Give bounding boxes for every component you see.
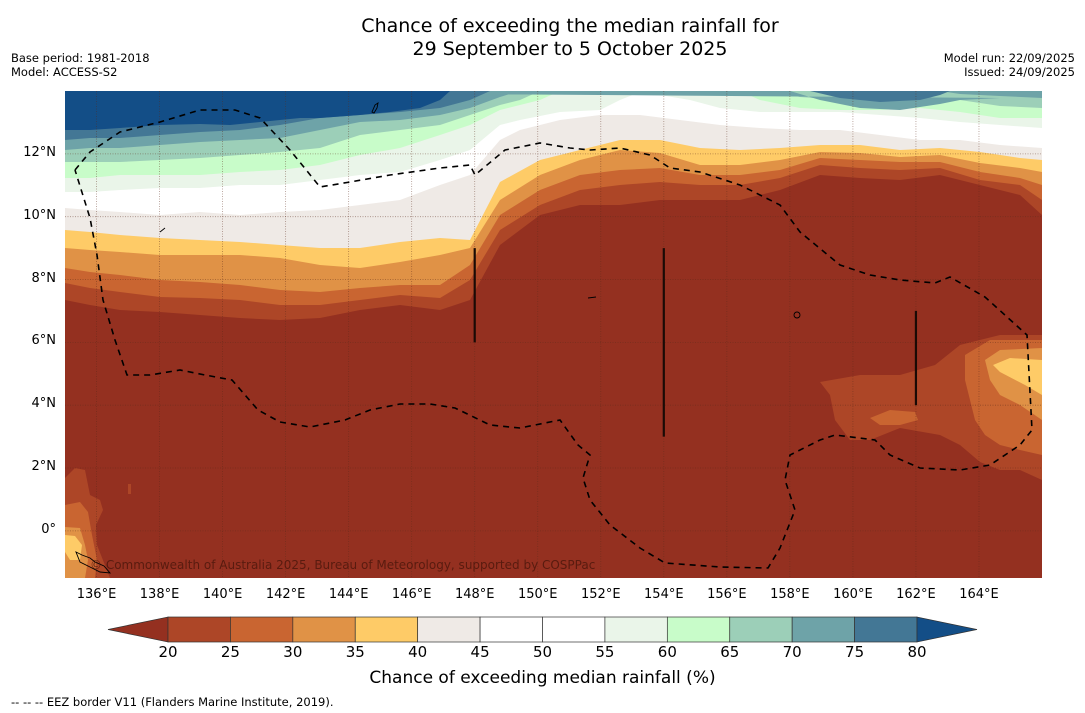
colorbar-bin xyxy=(292,616,356,643)
island-small-1 xyxy=(159,227,166,233)
eez-vertical-markers xyxy=(473,248,918,437)
graticule xyxy=(65,91,1042,578)
eez-borders xyxy=(74,109,1033,569)
title-line-2: 29 September to 5 October 2025 xyxy=(412,38,728,60)
x-tick-label: 162°E xyxy=(896,587,936,602)
colorbar-tick-label: 80 xyxy=(907,643,927,661)
colorbar-extend-high xyxy=(916,616,978,643)
island-guam xyxy=(371,102,379,114)
x-tick-label: 160°E xyxy=(833,587,873,602)
meta-left: Base period: 1981-2018 Model: ACCESS-S2 xyxy=(11,51,150,79)
colorbar-tick-label: 25 xyxy=(220,643,240,661)
colorbar-tick-label: 65 xyxy=(720,643,740,661)
colorbar-tick-label: 35 xyxy=(345,643,365,661)
colorbar-tick-label: 70 xyxy=(782,643,802,661)
x-tick-label: 152°E xyxy=(581,587,621,602)
x-tick-label: 144°E xyxy=(328,587,369,602)
contour-sw-35-40 xyxy=(65,535,82,560)
colorbar-bin xyxy=(417,616,481,643)
base-period: Base period: 1981-2018 xyxy=(11,51,150,65)
colorbar-bin xyxy=(167,616,231,643)
colorbar-tick-label: 40 xyxy=(408,643,428,661)
x-tick-label: 150°E xyxy=(517,587,558,602)
colorbar-tick-label: 50 xyxy=(532,643,553,661)
colorbar-bin xyxy=(791,616,855,643)
y-tick-label: 4°N xyxy=(31,396,57,412)
colorbar-tick-label: 20 xyxy=(158,643,178,661)
issued-date: Issued: 24/09/2025 xyxy=(964,65,1075,79)
eez-legend-note: -- -- -- EEZ border V11 (Flanders Marine… xyxy=(11,695,334,709)
colorbar-bin xyxy=(604,616,668,643)
colorbar-tick-label: 75 xyxy=(845,643,865,661)
model-run: Model run: 22/09/2025 xyxy=(943,51,1075,65)
x-tick-label: 140°E xyxy=(202,587,243,602)
y-tick-label: 10°N xyxy=(23,207,56,223)
chart-title: Chance of exceeding the median rainfall … xyxy=(0,15,1085,61)
colorbar-bin xyxy=(479,616,543,643)
model-name: Model: ACCESS-S2 xyxy=(11,65,118,79)
y-tick-label: 8°N xyxy=(31,270,57,286)
contour-east-35-40 xyxy=(993,358,1042,395)
colorbar-tick-label: 60 xyxy=(657,643,677,661)
x-tick-label: 142°E xyxy=(265,587,306,602)
island-atoll xyxy=(793,311,801,319)
y-tick-label: 12°N xyxy=(23,144,56,160)
colorbar-bin xyxy=(230,616,294,643)
colorbar-tick-label: 30 xyxy=(283,643,303,661)
colorbar-title: Chance of exceeding median rainfall (%) xyxy=(369,668,716,688)
x-tick-label: 146°E xyxy=(391,587,432,602)
colorbar-extend-low xyxy=(107,616,169,643)
colorbar-bin xyxy=(854,616,918,643)
island-new-guinea-coast xyxy=(75,551,112,574)
colorbar-bin xyxy=(666,616,731,643)
x-tick-label: 148°E xyxy=(454,587,495,602)
colorbar-tick-label: 45 xyxy=(470,643,490,661)
island-small-2 xyxy=(587,296,597,299)
meta-right: Model run: 22/09/2025 Issued: 24/09/2025 xyxy=(944,51,1075,79)
contour-small-patch xyxy=(128,484,131,494)
y-tick-label: 2°N xyxy=(31,459,57,475)
x-tick-label: 158°E xyxy=(770,587,810,602)
x-tick-label: 136°E xyxy=(76,587,117,602)
colorbar-tick-label: 55 xyxy=(595,643,615,661)
contour-above-80 xyxy=(65,91,450,130)
colorbar-bin xyxy=(729,616,793,643)
contour-layer xyxy=(65,91,1042,578)
x-tick-label: 154°E xyxy=(644,587,684,602)
y-tick-label: 0° xyxy=(41,521,56,537)
colorbar-bin xyxy=(542,616,606,643)
island-outlines xyxy=(75,102,801,574)
x-tick-label: 156°E xyxy=(707,587,747,602)
y-tick-label: 6°N xyxy=(31,333,57,349)
x-tick-label: 164°E xyxy=(959,587,999,602)
x-tick-label: 138°E xyxy=(139,587,180,602)
colorbar-bin xyxy=(354,616,419,643)
title-line-1: Chance of exceeding the median rainfall … xyxy=(361,15,779,37)
colorbar xyxy=(107,616,978,643)
copyright-text: © Commonwealth of Australia 2025, Bureau… xyxy=(90,558,596,572)
eez-palau-fsm-west xyxy=(74,109,1033,569)
